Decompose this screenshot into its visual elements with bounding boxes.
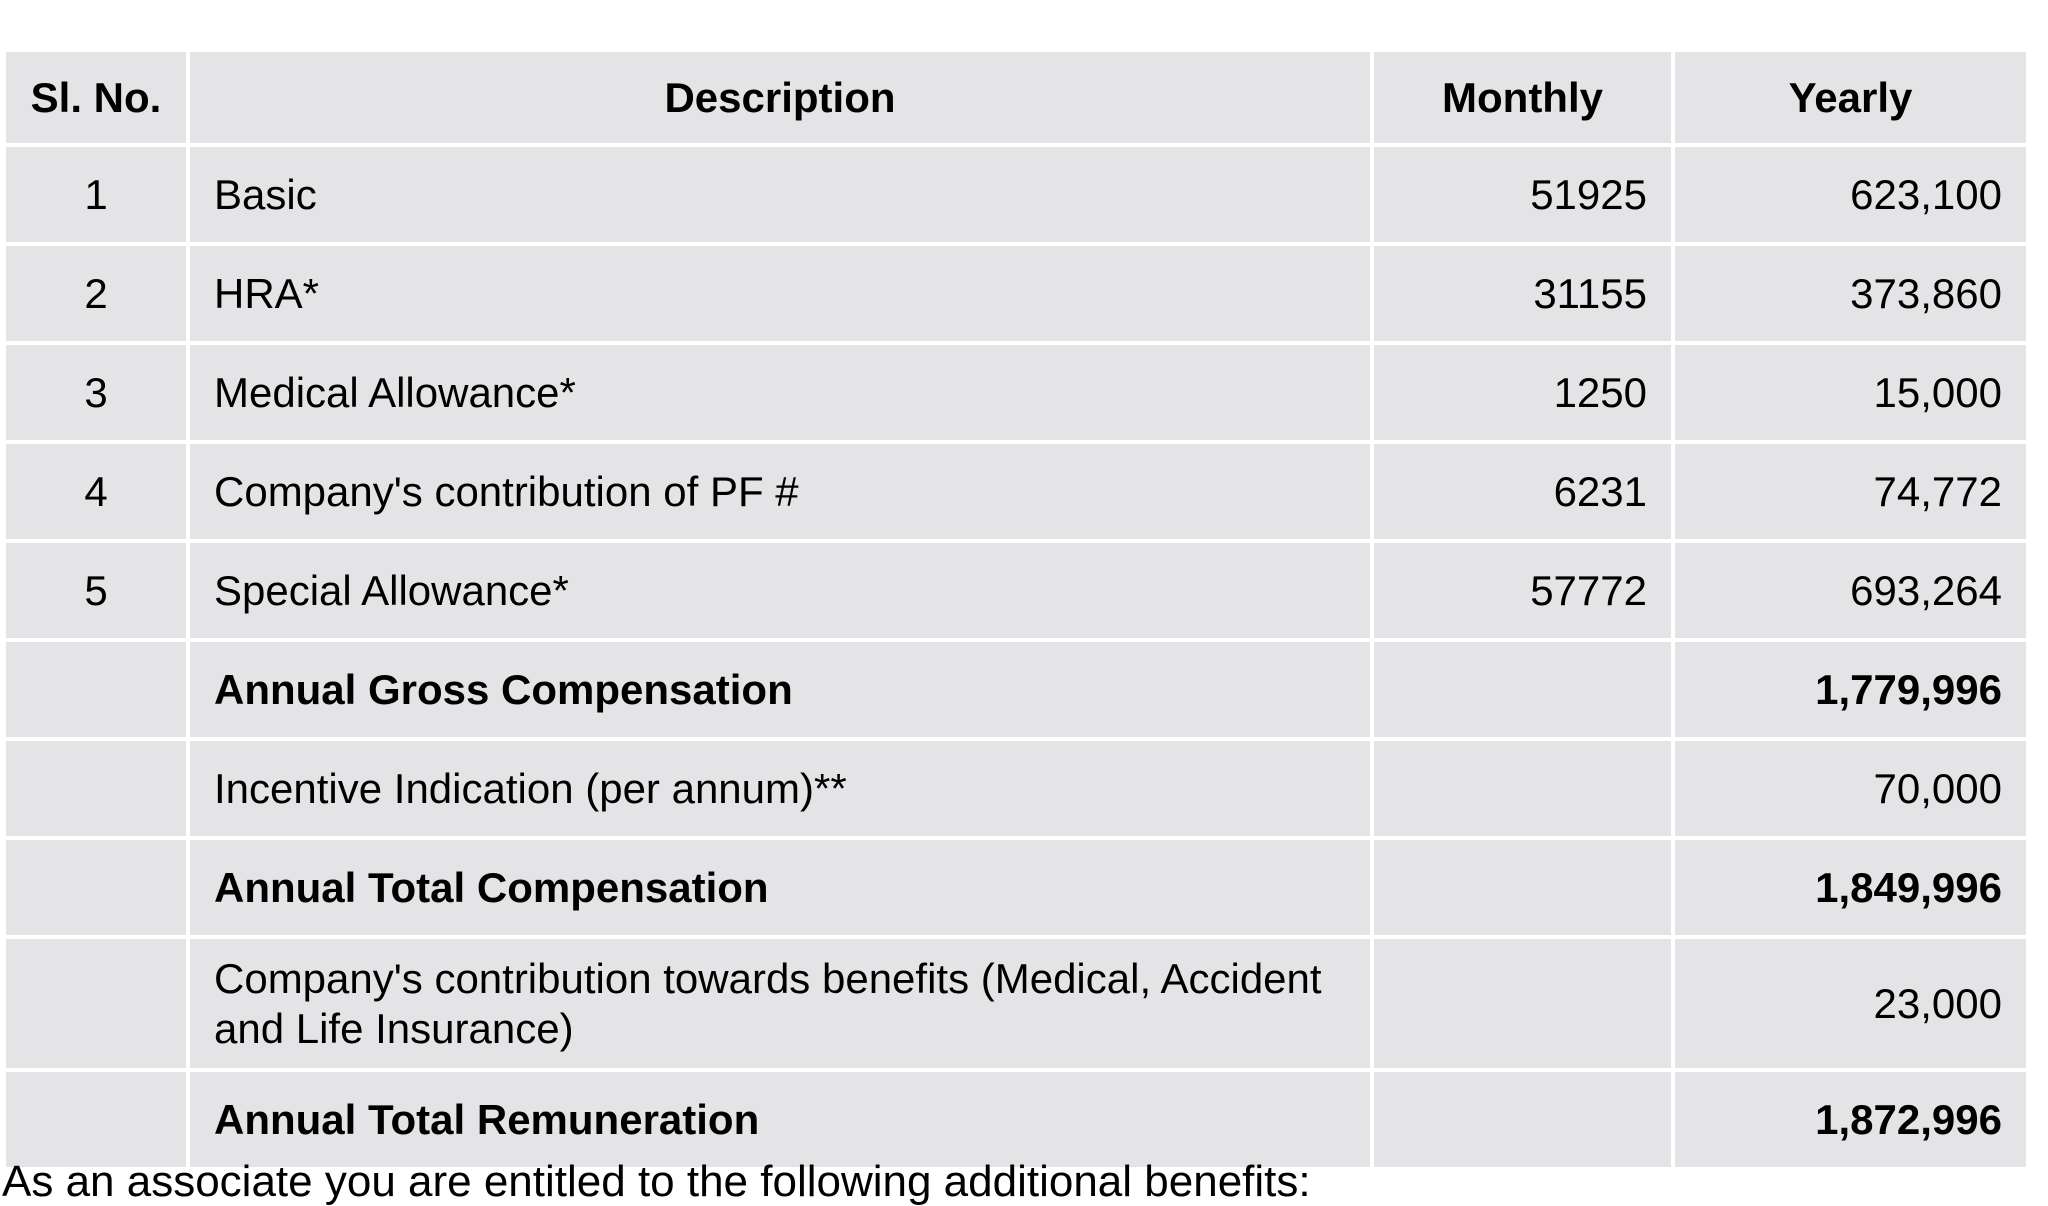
table-header-row: Sl. No. Description Monthly Yearly bbox=[2, 48, 2030, 147]
header-sl-no: Sl. No. bbox=[2, 48, 190, 147]
compensation-table: Sl. No. Description Monthly Yearly 1 Bas… bbox=[2, 48, 2030, 1171]
cell-description: Incentive Indication (per annum)** bbox=[186, 737, 1374, 840]
cell-yearly: 70,000 bbox=[1671, 737, 2030, 840]
cell-yearly: 1,872,996 bbox=[1671, 1068, 2030, 1171]
cell-monthly: 6231 bbox=[1370, 440, 1675, 543]
table-row: Incentive Indication (per annum)** 70,00… bbox=[2, 737, 2030, 840]
cell-monthly: 31155 bbox=[1370, 242, 1675, 345]
table-row: 5 Special Allowance* 57772 693,264 bbox=[2, 539, 2030, 642]
cell-description: Basic bbox=[186, 143, 1374, 246]
cell-yearly: 693,264 bbox=[1671, 539, 2030, 642]
cell-description: Annual Total Compensation bbox=[186, 836, 1374, 939]
cell-sl-no bbox=[2, 1068, 190, 1171]
cell-monthly bbox=[1370, 1068, 1675, 1171]
cell-monthly bbox=[1370, 836, 1675, 939]
cell-monthly: 57772 bbox=[1370, 539, 1675, 642]
table-row: 4 Company's contribution of PF # 6231 74… bbox=[2, 440, 2030, 543]
cell-yearly: 623,100 bbox=[1671, 143, 2030, 246]
cell-sl-no: 3 bbox=[2, 341, 190, 444]
cell-yearly: 373,860 bbox=[1671, 242, 2030, 345]
table-row: 1 Basic 51925 623,100 bbox=[2, 143, 2030, 246]
cell-sl-no: 2 bbox=[2, 242, 190, 345]
table-row-total: Annual Total Remuneration 1,872,996 bbox=[2, 1068, 2030, 1171]
cell-monthly bbox=[1370, 737, 1675, 840]
header-monthly: Monthly bbox=[1370, 48, 1675, 147]
header-description: Description bbox=[186, 48, 1374, 147]
cell-description: HRA* bbox=[186, 242, 1374, 345]
benefits-intro-text: As an associate you are entitled to the … bbox=[2, 1157, 1311, 1206]
table-row-subtotal: Annual Total Compensation 1,849,996 bbox=[2, 836, 2030, 939]
cell-description: Company's contribution towards benefits … bbox=[186, 935, 1374, 1072]
cell-description: Company's contribution of PF # bbox=[186, 440, 1374, 543]
cell-description: Special Allowance* bbox=[186, 539, 1374, 642]
cell-description: Medical Allowance* bbox=[186, 341, 1374, 444]
cell-monthly: 1250 bbox=[1370, 341, 1675, 444]
table-row-subtotal: Annual Gross Compensation 1,779,996 bbox=[2, 638, 2030, 741]
cell-yearly: 1,779,996 bbox=[1671, 638, 2030, 741]
table-row: 3 Medical Allowance* 1250 15,000 bbox=[2, 341, 2030, 444]
cell-yearly: 15,000 bbox=[1671, 341, 2030, 444]
cell-yearly: 1,849,996 bbox=[1671, 836, 2030, 939]
cell-yearly: 74,772 bbox=[1671, 440, 2030, 543]
cell-yearly: 23,000 bbox=[1671, 935, 2030, 1072]
cell-sl-no bbox=[2, 836, 190, 939]
cell-sl-no bbox=[2, 638, 190, 741]
header-yearly: Yearly bbox=[1671, 48, 2030, 147]
cell-sl-no: 1 bbox=[2, 143, 190, 246]
cell-monthly bbox=[1370, 638, 1675, 741]
cell-sl-no: 5 bbox=[2, 539, 190, 642]
cell-description: Annual Gross Compensation bbox=[186, 638, 1374, 741]
table-row: Company's contribution towards benefits … bbox=[2, 935, 2030, 1072]
cell-description: Annual Total Remuneration bbox=[186, 1068, 1374, 1171]
cell-monthly: 51925 bbox=[1370, 143, 1675, 246]
cell-sl-no bbox=[2, 737, 190, 840]
cell-monthly bbox=[1370, 935, 1675, 1072]
cell-sl-no bbox=[2, 935, 190, 1072]
cell-sl-no: 4 bbox=[2, 440, 190, 543]
table-row: 2 HRA* 31155 373,860 bbox=[2, 242, 2030, 345]
